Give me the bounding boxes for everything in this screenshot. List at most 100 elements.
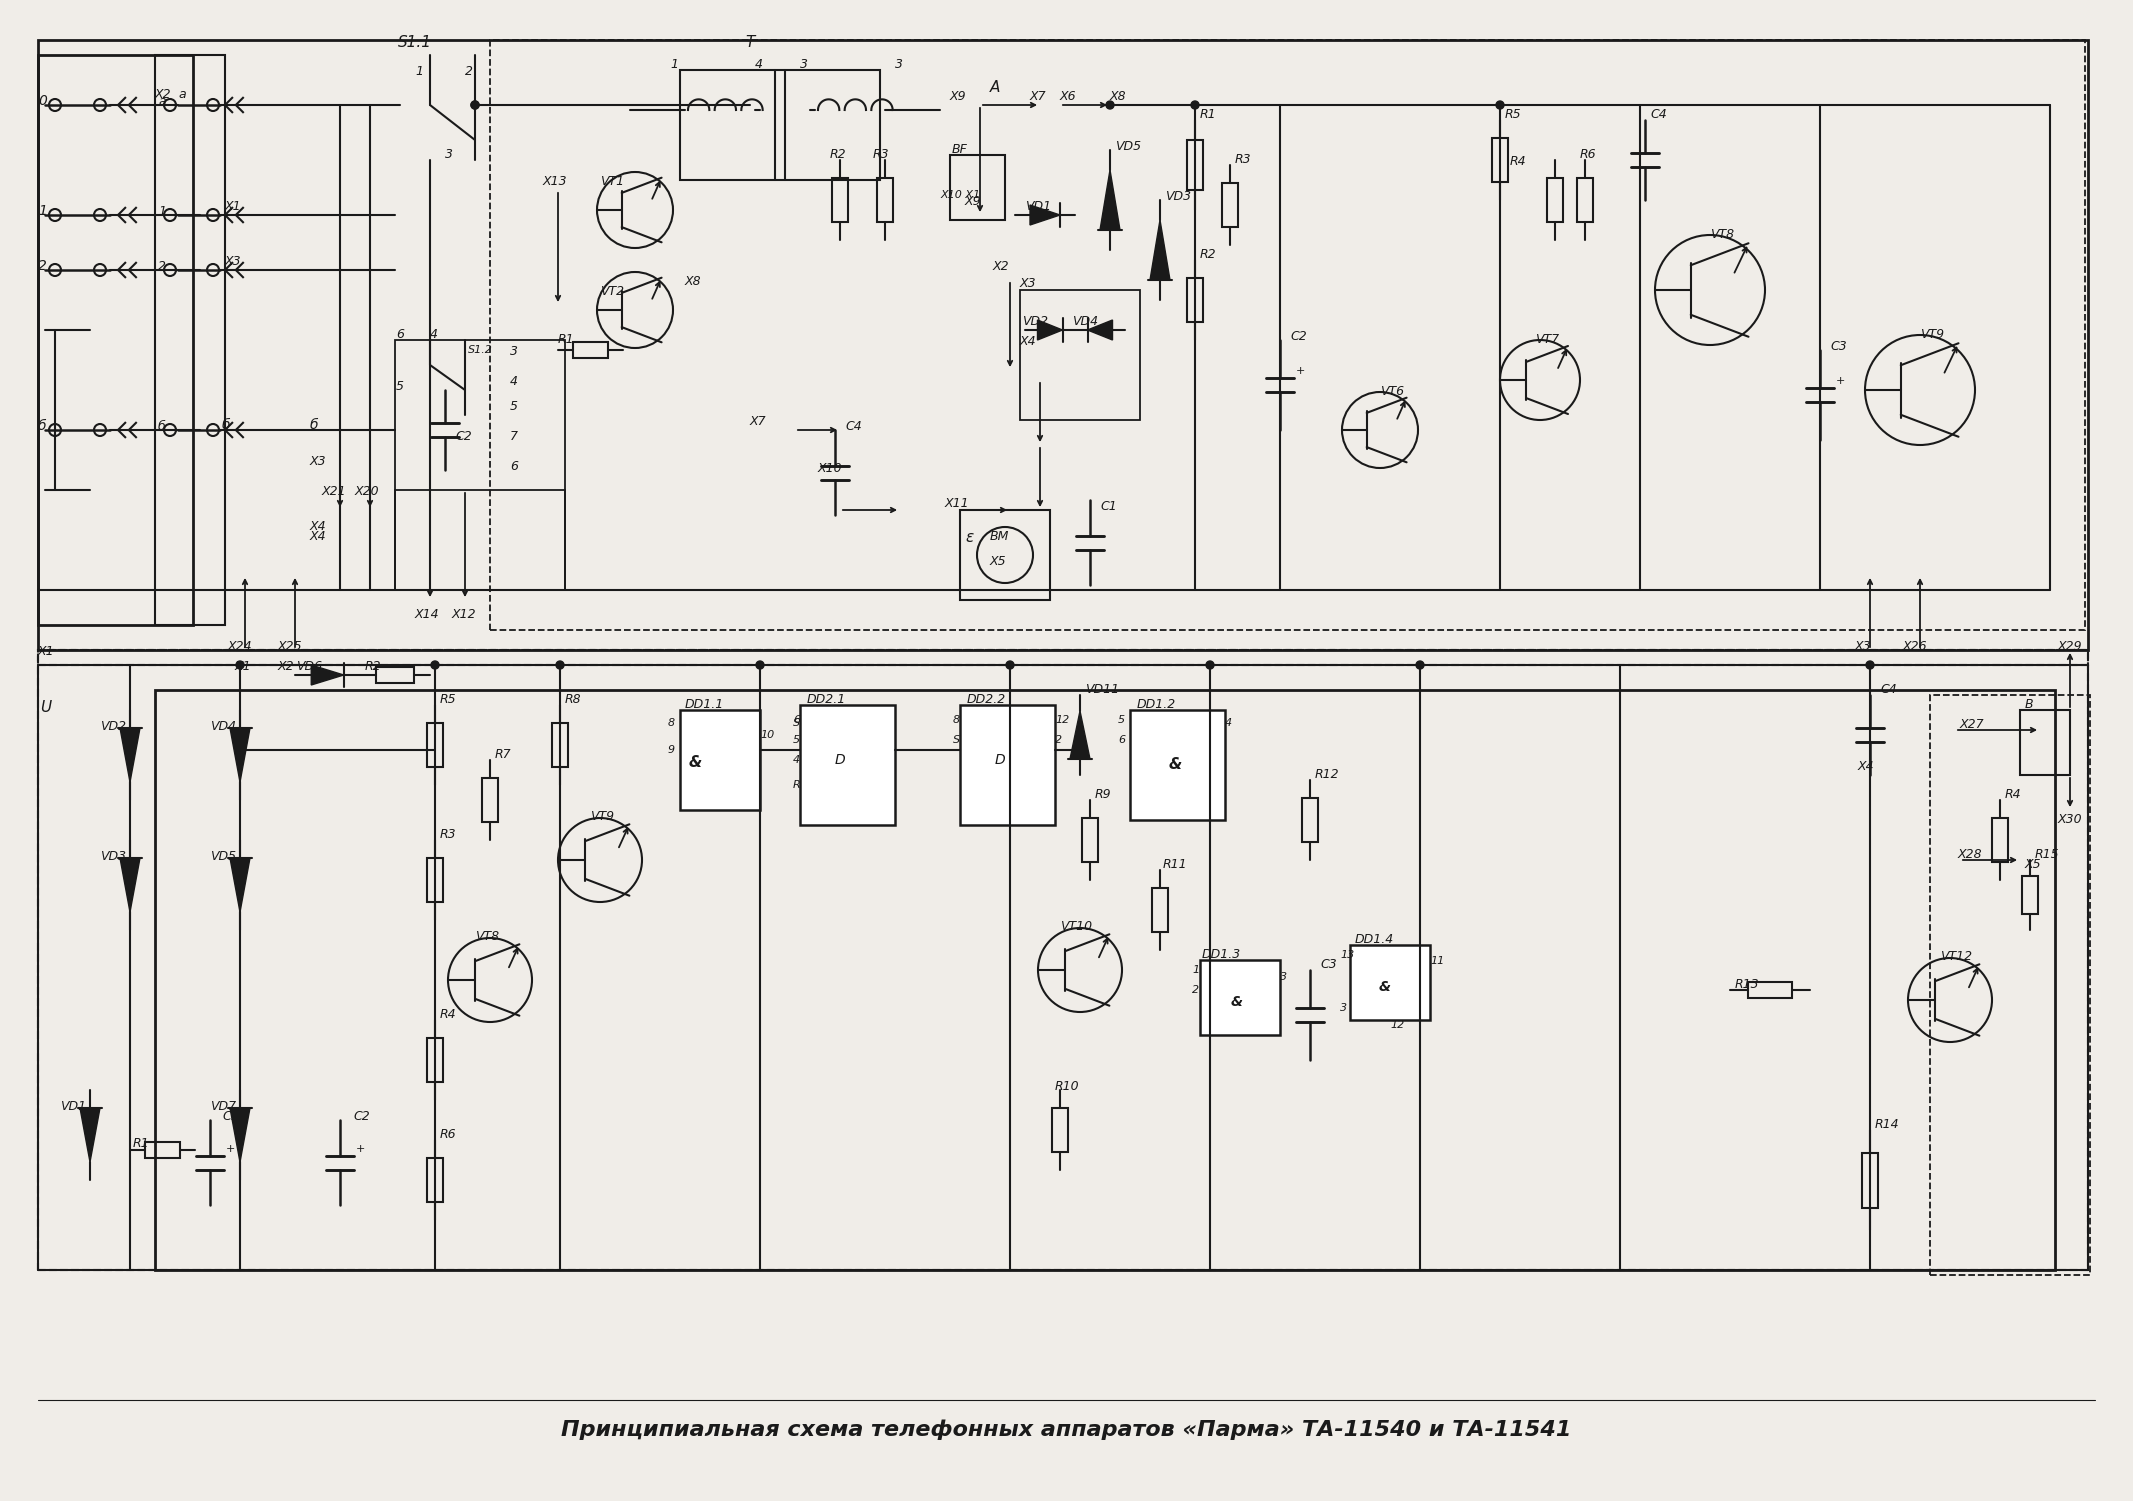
Text: 1: 1 [38, 204, 47, 218]
Text: R1: R1 [559, 333, 574, 347]
Text: S: S [953, 735, 960, 744]
Text: R7: R7 [495, 747, 512, 761]
Circle shape [1495, 101, 1504, 110]
Polygon shape [1037, 320, 1062, 341]
Polygon shape [230, 728, 250, 782]
Circle shape [126, 746, 134, 754]
Bar [1749, 982, 1792, 998]
Text: &: & [689, 755, 702, 770]
Bar [38, 56, 192, 624]
Text: Х2: Х2 [994, 260, 1009, 273]
Bar [427, 723, 444, 767]
Text: Х29: Х29 [2058, 639, 2082, 653]
Text: 12: 12 [1056, 714, 1069, 725]
Text: 12: 12 [1391, 1021, 1404, 1030]
Bar [1301, 799, 1318, 842]
Bar [1052, 1108, 1069, 1151]
Bar [491, 41, 2084, 630]
Bar [1546, 179, 1563, 222]
Bar [1152, 889, 1169, 932]
Text: C1: C1 [222, 1111, 239, 1123]
Circle shape [1866, 660, 1875, 669]
Circle shape [1107, 101, 1113, 110]
Text: VD7: VD7 [209, 1100, 237, 1114]
Text: Принципиальная схема телефонных аппаратов «Парма» ТА-11540 и ТА-11541: Принципиальная схема телефонных аппарато… [561, 1420, 1572, 1441]
Bar [572, 342, 608, 359]
Text: DD2.2: DD2.2 [966, 693, 1007, 705]
Text: VD11: VD11 [1086, 683, 1120, 696]
Text: Х3: Х3 [224, 255, 241, 269]
Text: Х25: Х25 [277, 639, 303, 653]
Text: Х7: Х7 [751, 414, 766, 428]
Bar [1186, 140, 1203, 189]
Text: 2: 2 [1056, 735, 1062, 744]
Text: R5: R5 [1506, 108, 1521, 122]
Text: а: а [177, 89, 186, 101]
Text: R4: R4 [1510, 155, 1527, 168]
Text: R15: R15 [2035, 848, 2060, 862]
Bar [395, 489, 565, 590]
Text: VD2: VD2 [100, 720, 126, 732]
Text: S: S [793, 717, 800, 728]
Text: U: U [41, 699, 51, 714]
Circle shape [237, 746, 243, 754]
Text: R14: R14 [1875, 1118, 1901, 1130]
Text: С1: С1 [1101, 500, 1118, 513]
Text: 3: 3 [1280, 973, 1286, 982]
Text: C3: C3 [1320, 958, 1337, 971]
Text: R9: R9 [1094, 788, 1111, 802]
Text: В: В [2024, 698, 2033, 711]
Text: 1: 1 [670, 59, 678, 71]
Text: C4: C4 [1651, 108, 1666, 122]
Text: R1: R1 [1201, 108, 1216, 122]
Polygon shape [1088, 320, 1113, 341]
Circle shape [1416, 660, 1425, 669]
Text: VT8: VT8 [476, 931, 499, 943]
Text: Х10: Х10 [817, 462, 843, 474]
Text: Х12: Х12 [452, 608, 476, 621]
Text: Х20: Х20 [354, 485, 380, 498]
Text: VD5: VD5 [1116, 140, 1141, 153]
Circle shape [431, 660, 439, 669]
Text: 4: 4 [431, 329, 437, 341]
Text: б: б [158, 419, 166, 432]
Text: 4: 4 [1224, 717, 1233, 728]
Text: VT7: VT7 [1536, 333, 1559, 347]
Bar [38, 650, 2088, 665]
Text: 7: 7 [510, 429, 518, 443]
Bar [1222, 183, 1237, 227]
Polygon shape [230, 859, 250, 913]
Bar [427, 1157, 444, 1202]
Text: 6: 6 [1118, 735, 1124, 744]
Text: +: + [226, 1144, 235, 1153]
Text: Х24: Х24 [228, 639, 252, 653]
Text: 11: 11 [1429, 956, 1444, 967]
Text: 9: 9 [668, 744, 676, 755]
Bar [1862, 1153, 1877, 1207]
Text: VT2: VT2 [599, 285, 625, 299]
Text: R13: R13 [1734, 979, 1760, 991]
Text: б: б [309, 417, 318, 432]
Bar [375, 666, 414, 683]
Text: Х13: Х13 [544, 176, 567, 188]
Text: R3: R3 [872, 149, 889, 161]
Text: 1: 1 [1192, 965, 1199, 976]
Text: 3: 3 [1340, 1003, 1348, 1013]
Bar [960, 510, 1049, 600]
Bar [156, 56, 224, 624]
Text: VD5: VD5 [209, 850, 237, 863]
Text: T: T [744, 35, 755, 50]
Bar [1186, 278, 1203, 323]
Bar [1130, 710, 1224, 820]
Text: 0: 0 [38, 95, 47, 108]
Text: DD1.4: DD1.4 [1354, 934, 1395, 946]
Bar [482, 778, 497, 823]
Text: VD4: VD4 [1073, 315, 1098, 329]
Text: Х9: Х9 [964, 195, 981, 209]
Bar [1576, 179, 1593, 222]
Bar [38, 41, 2088, 650]
Text: R2: R2 [830, 149, 847, 161]
Polygon shape [1071, 711, 1090, 760]
Text: R5: R5 [439, 693, 456, 705]
Bar [800, 705, 896, 826]
